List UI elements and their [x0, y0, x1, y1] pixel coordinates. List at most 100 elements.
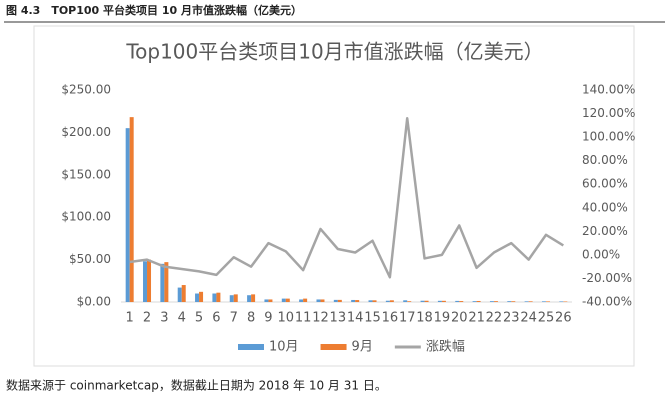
bar: [385, 300, 390, 302]
x-tick-label: 4: [178, 311, 186, 326]
y-tick-label: $150.00: [61, 167, 111, 181]
x-tick-label: 24: [520, 311, 537, 326]
x-tick-label: 12: [312, 311, 329, 326]
bar: [351, 299, 356, 302]
y-tick-label: $0.00: [77, 295, 111, 309]
x-tick-label: 1: [126, 311, 134, 326]
bar: [337, 299, 342, 302]
bar: [177, 287, 182, 302]
bar: [125, 128, 130, 302]
note: 数据来源于 coinmarketcap，数据截止日期为 2018 年 10 月 …: [6, 378, 387, 393]
legend-swatch: [320, 344, 347, 350]
bar: [316, 299, 321, 302]
bar: [268, 299, 273, 302]
x-tick-label: 8: [247, 311, 255, 326]
bar: [524, 301, 529, 302]
y2-tick-label: 120.00%: [582, 106, 635, 120]
x-tick-label: 17: [399, 311, 416, 326]
y2-tick-label: 100.00%: [582, 130, 635, 144]
bar: [389, 300, 394, 302]
x-tick-label: 10: [278, 311, 295, 326]
bar: [303, 298, 308, 302]
x-tick-label: 3: [160, 311, 168, 326]
x-tick-label: 14: [347, 311, 364, 326]
bar: [264, 299, 269, 302]
x-tick-label: 6: [212, 311, 220, 326]
y2-tick-label: -20.00%: [582, 271, 632, 285]
y-tick-label: $50.00: [69, 252, 111, 266]
bar: [489, 301, 494, 302]
bar: [511, 301, 516, 302]
bar: [441, 300, 446, 302]
legend-label: 9月: [352, 340, 373, 355]
bar: [164, 262, 169, 302]
y2-tick-label: 140.00%: [582, 83, 635, 97]
y2-tick-label: 40.00%: [582, 200, 628, 214]
bar: [368, 300, 373, 302]
bar: [424, 300, 429, 302]
bar: [229, 295, 234, 302]
y2-tick-label: 80.00%: [582, 153, 628, 167]
bar: [160, 263, 165, 302]
y2-tick-label: 20.00%: [582, 224, 628, 238]
x-tick-label: 9: [264, 311, 272, 326]
line-series: [129, 117, 564, 279]
y2-tick-label: -40.00%: [582, 295, 632, 309]
caption: 图 4.3 TOP100 平台类项目 10 月市值涨跌幅（亿美元）: [6, 3, 302, 17]
bar: [559, 301, 564, 302]
chart-frame: [33, 25, 635, 367]
bar: [563, 301, 568, 302]
chart-title: Top100平台类项目10月市值涨跌幅（亿美元）: [125, 40, 543, 64]
x-tick-label: 7: [230, 311, 238, 326]
bar: [181, 285, 186, 302]
x-tick-label: 13: [330, 311, 347, 326]
bar: [212, 293, 217, 302]
bar: [216, 292, 221, 302]
bar: [233, 294, 238, 302]
y-tick-label: $250.00: [61, 83, 111, 97]
x-tick-label: 15: [364, 311, 381, 326]
x-tick-label: 21: [468, 311, 485, 326]
bar: [199, 291, 204, 302]
bar: [320, 299, 325, 302]
bar: [476, 300, 481, 302]
bar: [528, 301, 533, 302]
x-tick-label: 18: [416, 311, 433, 326]
x-tick-label: 2: [143, 311, 151, 326]
bar: [333, 299, 338, 302]
bar: [281, 298, 286, 302]
bar: [403, 300, 408, 302]
bar: [493, 301, 498, 302]
x-tick-label: 23: [503, 311, 520, 326]
bar: [143, 261, 148, 302]
bar: [437, 300, 442, 302]
bar: [507, 301, 512, 302]
legend-label: 10月: [269, 340, 299, 355]
bar: [372, 300, 377, 302]
bar: [195, 293, 200, 302]
x-tick-label: 5: [195, 311, 203, 326]
bar: [472, 301, 477, 302]
y-tick-label: $200.00: [61, 125, 111, 139]
x-tick-label: 25: [538, 311, 555, 326]
x-tick-label: 26: [555, 311, 572, 326]
bar: [147, 259, 152, 302]
bar: [247, 295, 252, 302]
legend-label: 涨跌幅: [426, 339, 465, 355]
x-tick-label: 19: [434, 311, 451, 326]
bar: [459, 301, 464, 302]
bar: [541, 301, 546, 302]
bar: [407, 301, 412, 302]
legend-swatch: [238, 344, 264, 350]
x-tick-label: 22: [486, 311, 503, 326]
x-tick-label: 16: [382, 311, 399, 326]
bar: [251, 294, 256, 302]
bar: [545, 301, 550, 302]
x-tick-label: 20: [451, 311, 468, 326]
bar: [285, 298, 290, 302]
bar: [355, 300, 360, 302]
bar: [455, 300, 460, 302]
bar: [129, 117, 134, 302]
